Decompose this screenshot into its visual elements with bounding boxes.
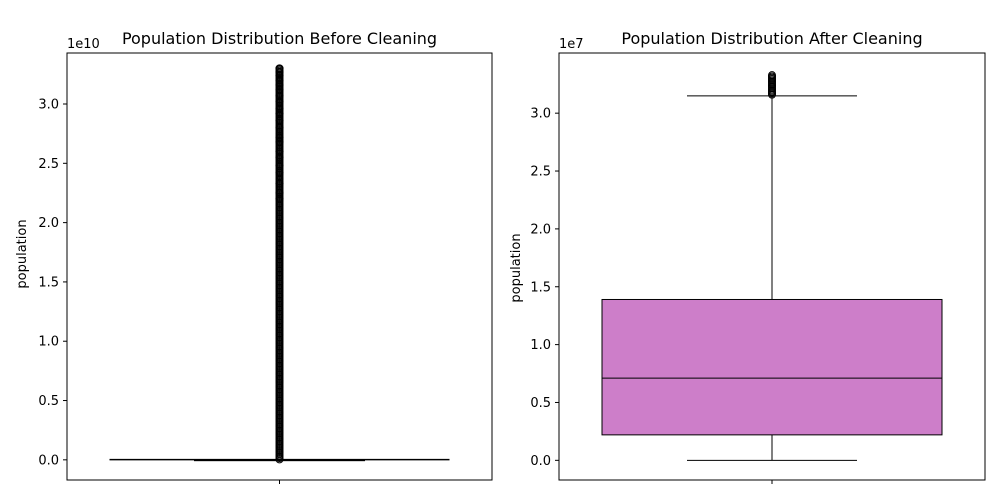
y-tick-label: 0.0 [530, 454, 551, 469]
chart-title-before: Population Distribution Before Cleaning [122, 29, 437, 48]
offset-text-after: 1e7 [559, 37, 584, 52]
y-tick-label: 3.0 [38, 98, 59, 113]
y-tick-label: 0.5 [530, 396, 551, 411]
chart-before-cleaning: Population Distribution Before Cleaning … [15, 29, 493, 484]
outlier-point [275, 153, 284, 162]
outlier-point [275, 97, 284, 106]
y-axis-label-after: population [509, 233, 524, 302]
y-tick-label: 2.5 [530, 165, 551, 180]
outlier-point [275, 179, 284, 188]
outlier-point [275, 137, 284, 147]
y-tick-label: 2.0 [530, 222, 551, 237]
y-tick-label: 3.0 [530, 107, 551, 122]
outlier-point [275, 80, 284, 90]
y-tick-label: 1.5 [38, 275, 59, 290]
outlier-point [275, 161, 284, 170]
y-tick-label: 2.5 [38, 157, 59, 172]
outlier-point [275, 67, 284, 77]
box-iqr [601, 298, 943, 436]
offset-text-before: 1e10 [67, 37, 100, 52]
outlier-point [275, 91, 284, 100]
y-tick-label: 1.0 [38, 335, 59, 350]
outlier-point [275, 85, 284, 94]
plot-area-before [109, 64, 450, 464]
y-tick-label: 0.5 [38, 394, 59, 409]
outlier-point [275, 109, 284, 118]
y-ticks-after: 0.0 0.5 1.0 1.5 2.0 2.5 3.0 [530, 107, 773, 484]
outlier-point [275, 147, 284, 156]
y-tick-label: 0.0 [38, 453, 59, 468]
y-tick-label: 1.0 [530, 338, 551, 353]
outlier-point [275, 64, 284, 73]
outlier-point [275, 194, 284, 203]
y-ticks-before: 0.0 0.5 1.0 1.5 2.0 2.5 3.0 [38, 98, 280, 484]
outlier-point [275, 133, 284, 142]
outlier-point [275, 76, 284, 85]
chart-after-cleaning: Population Distribution After Cleaning 1… [509, 29, 986, 484]
plot-area-after [601, 71, 943, 461]
chart-title-after: Population Distribution After Cleaning [621, 29, 922, 48]
plot-frame-after [558, 52, 986, 481]
y-tick-label: 2.0 [38, 216, 59, 231]
plot-frame-before [66, 52, 493, 481]
y-tick-label: 1.5 [530, 280, 551, 295]
outlier-point [768, 71, 776, 80]
y-axis-label-before: population [15, 219, 30, 288]
outlier-point [275, 188, 284, 198]
